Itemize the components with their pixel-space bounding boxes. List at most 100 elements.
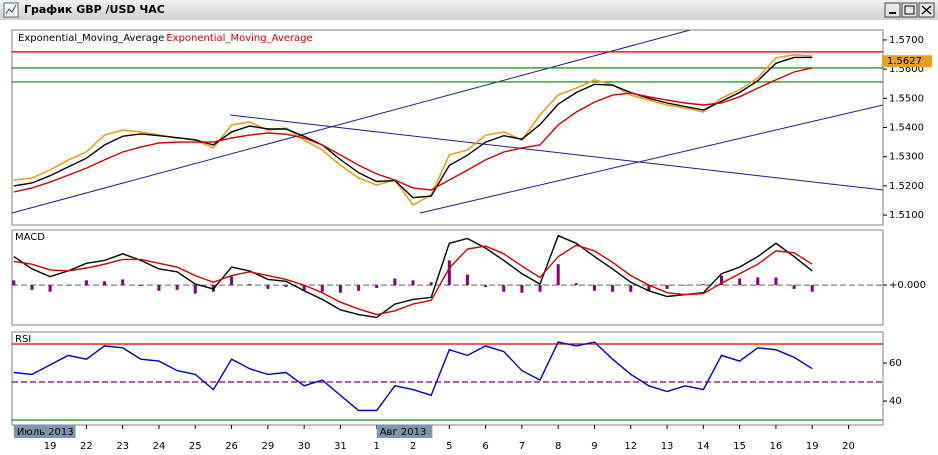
- histogram-bar: [84, 280, 88, 286]
- x-tick-label: 6: [482, 441, 488, 452]
- histogram-bar: [266, 285, 270, 289]
- x-tick-label: 14: [697, 441, 710, 452]
- histogram-bar: [338, 285, 342, 293]
- panel-title: RSI: [15, 334, 31, 345]
- histogram-bar: [465, 274, 469, 286]
- histogram-bar: [756, 277, 760, 286]
- histogram-bar: [48, 285, 52, 292]
- histogram-bar: [720, 275, 724, 286]
- series-line: [13, 56, 813, 199]
- legend-entry: Exponential_Moving_Average: [166, 33, 312, 44]
- x-tick-label: 30: [298, 441, 311, 452]
- x-tick-label: 26: [225, 441, 238, 452]
- period-label: Июль 2013: [17, 427, 74, 438]
- histogram-bar: [429, 282, 433, 286]
- price-panel: [11, 29, 884, 226]
- histogram-bar: [302, 285, 306, 291]
- histogram-bar: [502, 285, 506, 292]
- histogram-bar: [157, 285, 161, 291]
- histogram-bar: [447, 260, 451, 286]
- histogram-bar: [248, 284, 252, 286]
- histogram-bar: [683, 285, 687, 286]
- series-line: [13, 244, 813, 316]
- x-tick-label: 31: [334, 441, 347, 452]
- macd-panel: [11, 229, 884, 326]
- histogram-bar: [393, 278, 397, 286]
- histogram-bar: [665, 285, 669, 289]
- trend-line: [419, 104, 883, 214]
- histogram-bar: [647, 285, 651, 291]
- x-tick-label: 16: [770, 441, 783, 452]
- histogram-bar: [30, 285, 34, 290]
- x-tick-label: 25: [189, 441, 202, 452]
- histogram-bar: [193, 285, 197, 294]
- window-icon-glyph: [5, 4, 17, 15]
- histogram-bar: [520, 285, 524, 293]
- x-tick-label: 23: [116, 441, 129, 452]
- x-tick-label: 19: [806, 441, 819, 452]
- window-title: График GBP /USD ЧАС: [24, 3, 165, 16]
- x-tick-label: 20: [842, 441, 855, 452]
- rsi-panel: [11, 331, 884, 426]
- last-value-label: 1.5627: [887, 56, 922, 67]
- last-value-box: [882, 55, 932, 68]
- histogram-bar: [611, 285, 615, 292]
- histogram-bar: [556, 264, 560, 286]
- series-line: [13, 341, 813, 412]
- histogram-bar: [357, 285, 361, 291]
- panel-title: MACD: [15, 232, 45, 243]
- histogram-bar: [592, 285, 596, 291]
- period-box: [376, 425, 433, 438]
- histogram-bar: [230, 276, 234, 286]
- x-tick-label: 8: [555, 441, 561, 452]
- y-tick-label: 1.5600: [889, 64, 924, 75]
- trend-line: [12, 30, 691, 214]
- y-tick-label: 1.5200: [889, 181, 924, 192]
- x-tick-label: 1: [374, 441, 380, 452]
- trend-lines: [12, 30, 883, 214]
- window-icon: [3, 2, 19, 18]
- y-tick-label: +0.000: [889, 280, 926, 291]
- period-label: Авг 2013: [380, 427, 427, 438]
- histogram-bar: [284, 285, 288, 287]
- histogram-bar: [320, 285, 324, 292]
- y-tick-label: 1.5400: [889, 123, 924, 134]
- x-tick-label: 2: [410, 441, 416, 452]
- histogram-bar: [12, 280, 16, 286]
- y-tick-label: 1.5500: [889, 93, 924, 104]
- y-tick-label: 40: [889, 396, 902, 407]
- histogram-bar: [738, 278, 742, 286]
- histogram-bar: [810, 285, 814, 292]
- histogram-bar: [103, 281, 107, 286]
- title-bar: [0, 0, 938, 20]
- x-tick-label: 9: [591, 441, 597, 452]
- series-line: [13, 53, 813, 207]
- x-tick-label: 13: [661, 441, 674, 452]
- histogram-bar: [538, 285, 542, 292]
- close-button[interactable]: [918, 2, 935, 18]
- series-line: [13, 234, 813, 319]
- maximize-button[interactable]: [901, 2, 918, 18]
- x-tick-label: 15: [733, 441, 746, 452]
- histogram-bar: [574, 283, 578, 286]
- histogram-bar: [411, 280, 415, 286]
- trend-line: [229, 114, 883, 191]
- histogram-bar: [792, 285, 796, 289]
- y-tick-label: 60: [889, 358, 902, 369]
- legend: Exponential_Moving_Average Exponential_Mo…: [18, 33, 313, 44]
- histogram-bar: [774, 277, 778, 286]
- histogram-bar: [175, 285, 179, 290]
- histogram-bar: [139, 285, 143, 287]
- x-tick-label: 29: [261, 441, 274, 452]
- legend-entry: Exponential_Moving_Average: [18, 33, 164, 44]
- histogram-bar: [375, 285, 379, 288]
- x-tick-label: 7: [519, 441, 525, 452]
- y-tick-label: 1.5100: [889, 210, 924, 221]
- x-tick-label: 19: [44, 441, 57, 452]
- histogram-bar: [629, 285, 633, 292]
- series-line: [13, 67, 813, 193]
- histogram-bar: [66, 285, 70, 286]
- minimize-button[interactable]: [884, 2, 901, 18]
- period-box: [13, 425, 76, 438]
